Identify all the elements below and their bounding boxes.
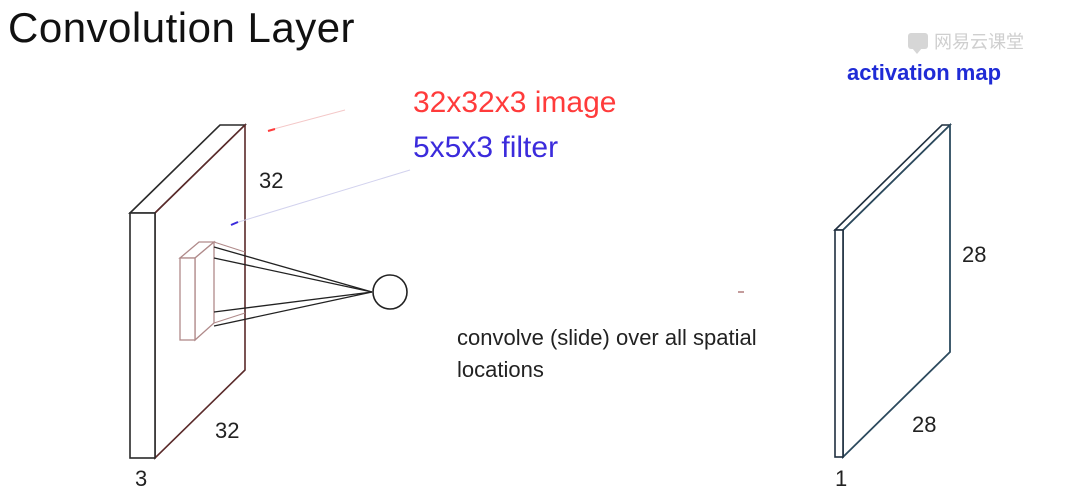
filter-projection [213,312,246,324]
input-volume-front-face [129,212,156,459]
convolve-caption: convolve (slide) over all spatial locati… [457,325,757,382]
input-height-label: 32 [259,168,284,193]
activation-width-label: 28 [912,412,937,437]
connection-line [213,257,373,293]
filter-side-face [194,240,215,342]
filter-front-face [179,257,196,341]
connection-line [213,246,373,293]
activation-map-volume [833,122,952,460]
activation-map-front-face [834,229,844,458]
chat-bubble-icon [908,33,928,54]
image-pointer-line [269,109,346,131]
activation-height-label: 28 [962,242,987,267]
connection-line [213,291,373,313]
output-neuron [372,274,408,310]
filter-projection [213,241,246,253]
slide-title: Convolution Layer [8,4,356,51]
filter-pointer-mark [230,221,239,226]
filter-volume [178,240,246,342]
watermark: 网易云课堂 [908,28,1024,54]
connection-line [213,291,373,327]
filter-pointer-line [231,169,411,225]
image-legend-label: 32x32x3 image [413,86,617,119]
activation-map-title: activation map [847,60,1002,85]
activation-depth-label: 1 [835,466,848,491]
watermark-text: 网易云课堂 [934,32,1024,52]
image-pointer-mark [267,128,276,132]
filter-legend-label: 5x5x3 filter [413,131,559,164]
input-depth-label: 3 [135,466,148,491]
input-width-label: 32 [215,418,240,443]
filter-connections [213,246,373,327]
